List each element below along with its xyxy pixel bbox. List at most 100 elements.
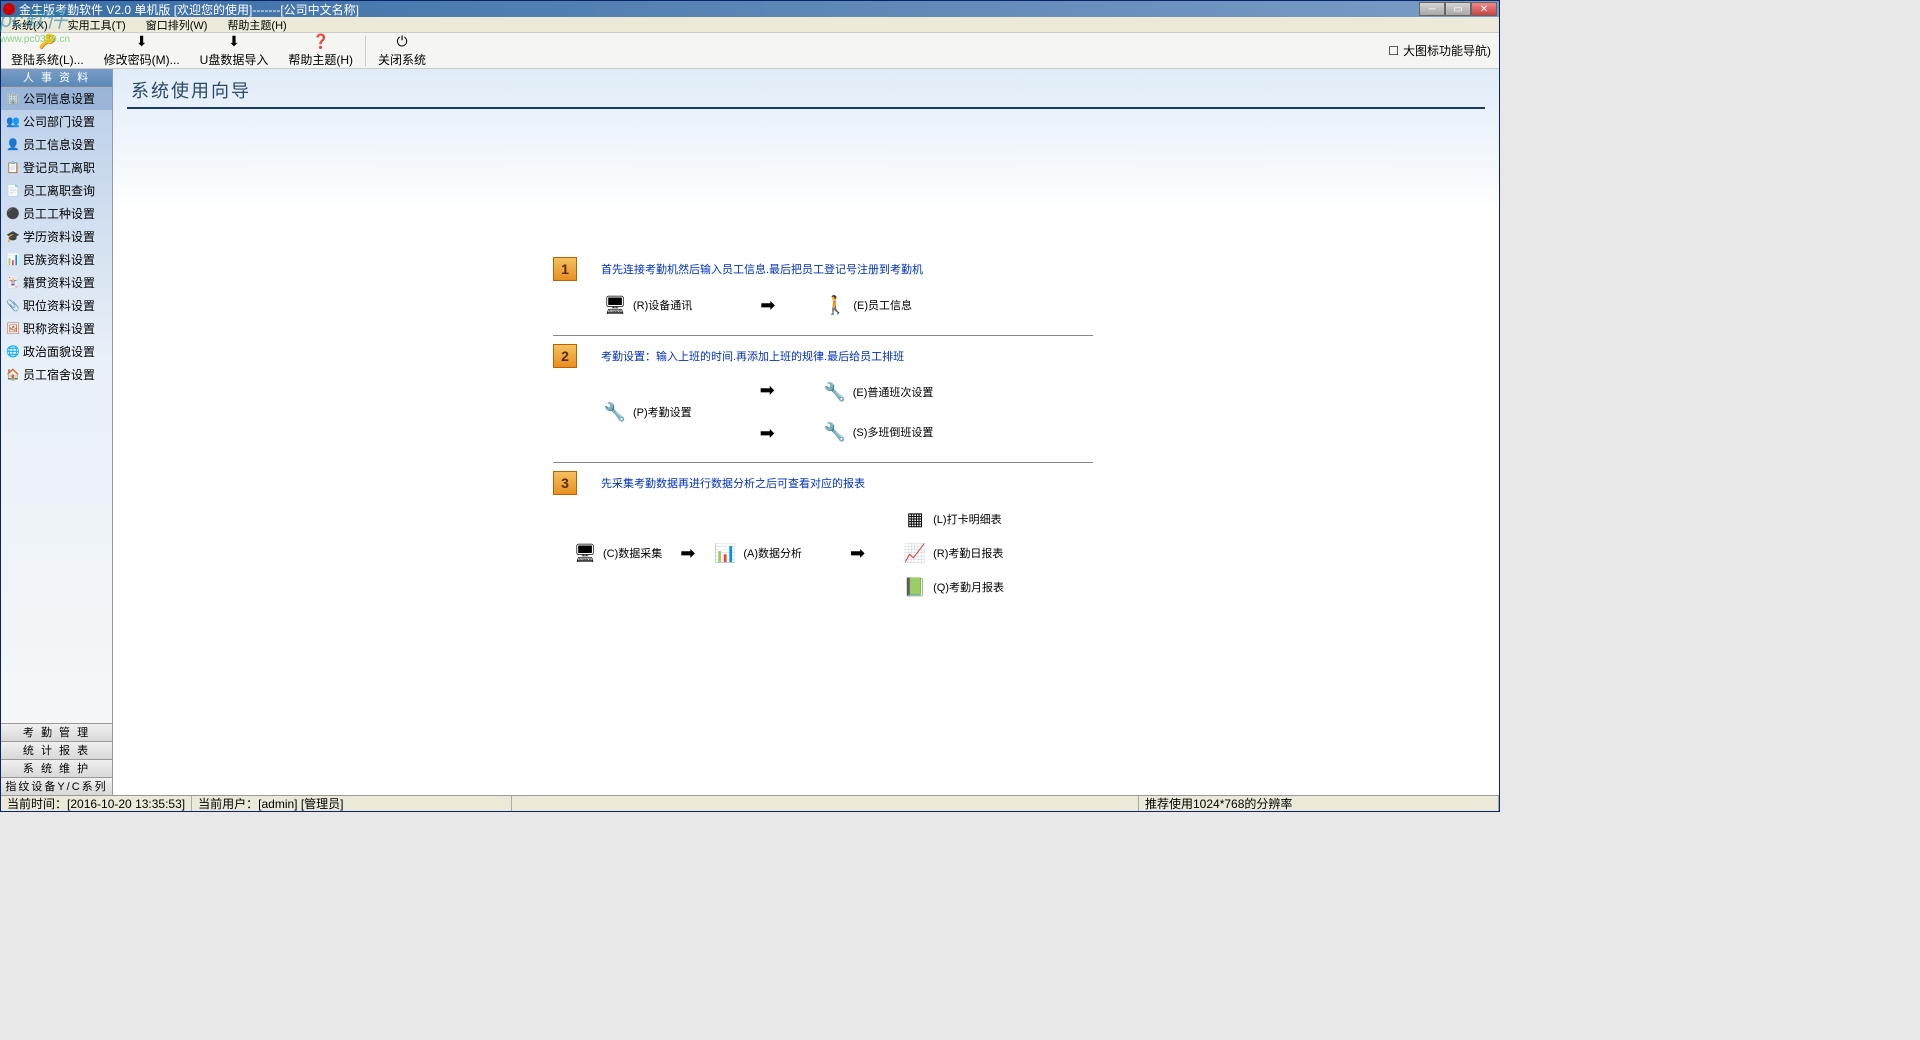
- main-window: pc软件 www.pc0359.cn 金生版考勤软件 V2.0 单机版 [欢迎您…: [0, 0, 1500, 812]
- chart-icon: 📈: [903, 541, 927, 565]
- tb-import-label: U盘数据导入: [200, 51, 269, 68]
- wiz-data-collect[interactable]: 🖥 (C)数据采集: [573, 541, 662, 565]
- tb-help[interactable]: ❓ 帮助主题(H): [278, 32, 363, 70]
- sidebar-item-0[interactable]: 🏢 公司信息设置: [1, 87, 112, 110]
- sidebar-header[interactable]: 人 事 资 料: [1, 69, 112, 87]
- maximize-button[interactable]: ▭: [1445, 2, 1471, 16]
- sidebar-item-3[interactable]: 📋登记员工离职: [1, 156, 112, 179]
- sidebar-item-icon: 📋: [7, 162, 19, 174]
- tb-close[interactable]: ⏻ 关闭系统: [368, 32, 436, 70]
- step-desc-1: 首先连接考勤机然后输入员工信息.最后把员工登记号注册到考勤机: [601, 261, 923, 277]
- sidebar-item-label: 员工宿舍设置: [23, 366, 95, 383]
- toolbar-separator: [365, 36, 366, 66]
- status-time-label: 当前时间：: [7, 795, 67, 812]
- sidebar-item-5[interactable]: ⚫员工工种设置: [1, 202, 112, 225]
- sidebar-item-icon: 🏢: [7, 93, 19, 105]
- status-user: 当前用户： [admin] [管理员]: [192, 796, 512, 811]
- sidebar-item-icon: 👥: [7, 116, 19, 128]
- close-button[interactable]: ✕: [1471, 2, 1497, 16]
- status-time: 当前时间： [2016-10-20 13:35:53]: [1, 796, 192, 811]
- wiz-daily-label: (R)考勤日报表: [933, 545, 1003, 561]
- tb-password-label: 修改密码(M)...: [104, 51, 180, 68]
- tb-password[interactable]: ⬇ 修改密码(M)...: [94, 32, 190, 70]
- sidebar-item-2[interactable]: 👤员工信息设置: [1, 133, 112, 156]
- tb-login[interactable]: 🔑 登陆系统(L)...: [1, 32, 94, 70]
- exit-icon: ⏻: [394, 34, 410, 50]
- wiz-normal-shift[interactable]: 🔧 (E)普通班次设置: [823, 380, 934, 404]
- device-icon: 🖥: [573, 541, 597, 565]
- wrench-icon: 🔧: [823, 420, 847, 444]
- titlebar-text: 金生版考勤软件 V2.0 单机版 [欢迎您的使用]-------[公司中文名称]: [19, 1, 1419, 18]
- minimize-button[interactable]: ─: [1419, 2, 1445, 16]
- sidebar-footer-system[interactable]: 系 统 维 护: [1, 759, 112, 777]
- wiz-employee-info[interactable]: 🚶 (E)员工信息: [823, 293, 912, 317]
- sidebar-item-icon: 📊: [7, 254, 19, 266]
- step-number-2: 2: [553, 344, 577, 368]
- menu-system[interactable]: 系统(X): [5, 17, 54, 33]
- step-desc-2: 考勤设置：输入上班的时间.再添加上班的规律.最后给员工排班: [601, 348, 904, 364]
- wiz-card-detail[interactable]: ▦ (L)打卡明细表: [903, 507, 1004, 531]
- tb-right-label: 大图标功能导航): [1403, 42, 1491, 59]
- wiz-analysis-label: (A)数据分析: [743, 545, 802, 561]
- step-divider: [553, 335, 1093, 336]
- sidebar-item-icon: 📄: [7, 185, 19, 197]
- step-desc-3: 先采集考勤数据再进行数据分析之后可查看对应的报表: [601, 475, 865, 491]
- status-time-value: [2016-10-20 13:35:53]: [67, 797, 185, 811]
- device-icon: 🖥: [603, 293, 627, 317]
- status-spacer: [512, 796, 1139, 811]
- tb-import[interactable]: ⬇ U盘数据导入: [190, 32, 279, 70]
- sidebar-item-4[interactable]: 📄员工离职查询: [1, 179, 112, 202]
- sidebar-footer-attendance[interactable]: 考 勤 管 理: [1, 723, 112, 741]
- wizard: 1 首先连接考勤机然后输入员工信息.最后把员工登记号注册到考勤机 🖥 (R)设备…: [113, 117, 1499, 795]
- sidebar-item-7[interactable]: 📊 民族资料设置: [1, 248, 112, 271]
- arrow-icon: ➡: [760, 295, 775, 316]
- sidebar-item-icon: 📎: [7, 300, 19, 312]
- window-controls: ─ ▭ ✕: [1419, 2, 1497, 16]
- status-user-label: 当前用户：: [198, 795, 258, 812]
- menu-tools[interactable]: 实用工具(T): [62, 17, 132, 33]
- step-number-1: 1: [553, 257, 577, 281]
- sidebar-item-label: 公司信息设置: [23, 90, 95, 107]
- checkbox-icon[interactable]: ☐: [1388, 44, 1399, 58]
- sidebar-item-10[interactable]: 🖼职称资料设置: [1, 317, 112, 340]
- titlebar: 金生版考勤软件 V2.0 单机版 [欢迎您的使用]-------[公司中文名称]…: [1, 1, 1499, 17]
- title-divider: [127, 107, 1485, 109]
- wizard-step-2: 2 考勤设置：输入上班的时间.再添加上班的规律.最后给员工排班 🔧 (P)考勤设…: [553, 344, 1499, 463]
- wiz-daily-report[interactable]: 📈 (R)考勤日报表: [903, 541, 1004, 565]
- wiz-monthly-label: (Q)考勤月报表: [933, 579, 1004, 595]
- toolbar: 🔑 登陆系统(L)... ⬇ 修改密码(M)... ⬇ U盘数据导入 ❓ 帮助主…: [1, 33, 1499, 69]
- sidebar-footer-fingerprint[interactable]: 指纹设备Y/C系列: [1, 777, 112, 795]
- sidebar-item-label: 籍贯资料设置: [23, 274, 95, 291]
- wiz-device-comm[interactable]: 🖥 (R)设备通讯: [603, 293, 692, 317]
- wiz-monthly-report[interactable]: 📗 (Q)考勤月报表: [903, 575, 1004, 599]
- sidebar-item-label: 民族资料设置: [23, 251, 95, 268]
- sidebar-item-label: 公司部门设置: [23, 113, 95, 130]
- page-title: 系统使用向导: [113, 69, 1499, 107]
- tb-login-label: 登陆系统(L)...: [11, 51, 84, 68]
- wizard-step-3: 3 先采集考勤数据再进行数据分析之后可查看对应的报表 🖥 (C)数据采集 ➡ 📊…: [553, 471, 1499, 611]
- sidebar-item-label: 学历资料设置: [23, 228, 95, 245]
- statusbar: 当前时间： [2016-10-20 13:35:53] 当前用户： [admin…: [1, 795, 1499, 811]
- menu-help[interactable]: 帮助主题(H): [221, 17, 292, 33]
- wiz-attendance-settings[interactable]: 🔧 (P)考勤设置: [603, 400, 692, 424]
- sidebar-items: 🏢 公司信息设置 👥 公司部门设置 👤员工信息设置📋登记员工离职📄员工离职查询⚫员工工种…: [1, 87, 112, 723]
- key-icon: 🔑: [39, 34, 55, 50]
- sidebar-item-6[interactable]: 🎓学历资料设置: [1, 225, 112, 248]
- wiz-multi-shift[interactable]: 🔧 (S)多班倒班设置: [823, 420, 934, 444]
- menu-window[interactable]: 窗口排列(W): [140, 17, 214, 33]
- sidebar-item-icon: 🌐: [7, 346, 19, 358]
- book-icon: 📗: [903, 575, 927, 599]
- sidebar-item-12[interactable]: 🏠员工宿舍设置: [1, 363, 112, 386]
- arrow-icon: ➡: [760, 423, 775, 444]
- sidebar-item-label: 政治面貌设置: [23, 343, 95, 360]
- wizard-step-1: 1 首先连接考勤机然后输入员工信息.最后把员工登记号注册到考勤机 🖥 (R)设备…: [553, 257, 1499, 336]
- wiz-multi-shift-label: (S)多班倒班设置: [853, 424, 934, 440]
- wiz-data-analysis[interactable]: 📊 (A)数据分析: [713, 541, 802, 565]
- sidebar-item-label: 职称资料设置: [23, 320, 95, 337]
- sidebar-item-11[interactable]: 🌐 政治面貌设置: [1, 340, 112, 363]
- download-icon: ⬇: [134, 34, 150, 50]
- sidebar-item-8[interactable]: 🃏籍贯资料设置: [1, 271, 112, 294]
- sidebar-item-9[interactable]: 📎职位资料设置: [1, 294, 112, 317]
- sidebar-item-1[interactable]: 👥 公司部门设置: [1, 110, 112, 133]
- sidebar-footer-reports[interactable]: 统 计 报 表: [1, 741, 112, 759]
